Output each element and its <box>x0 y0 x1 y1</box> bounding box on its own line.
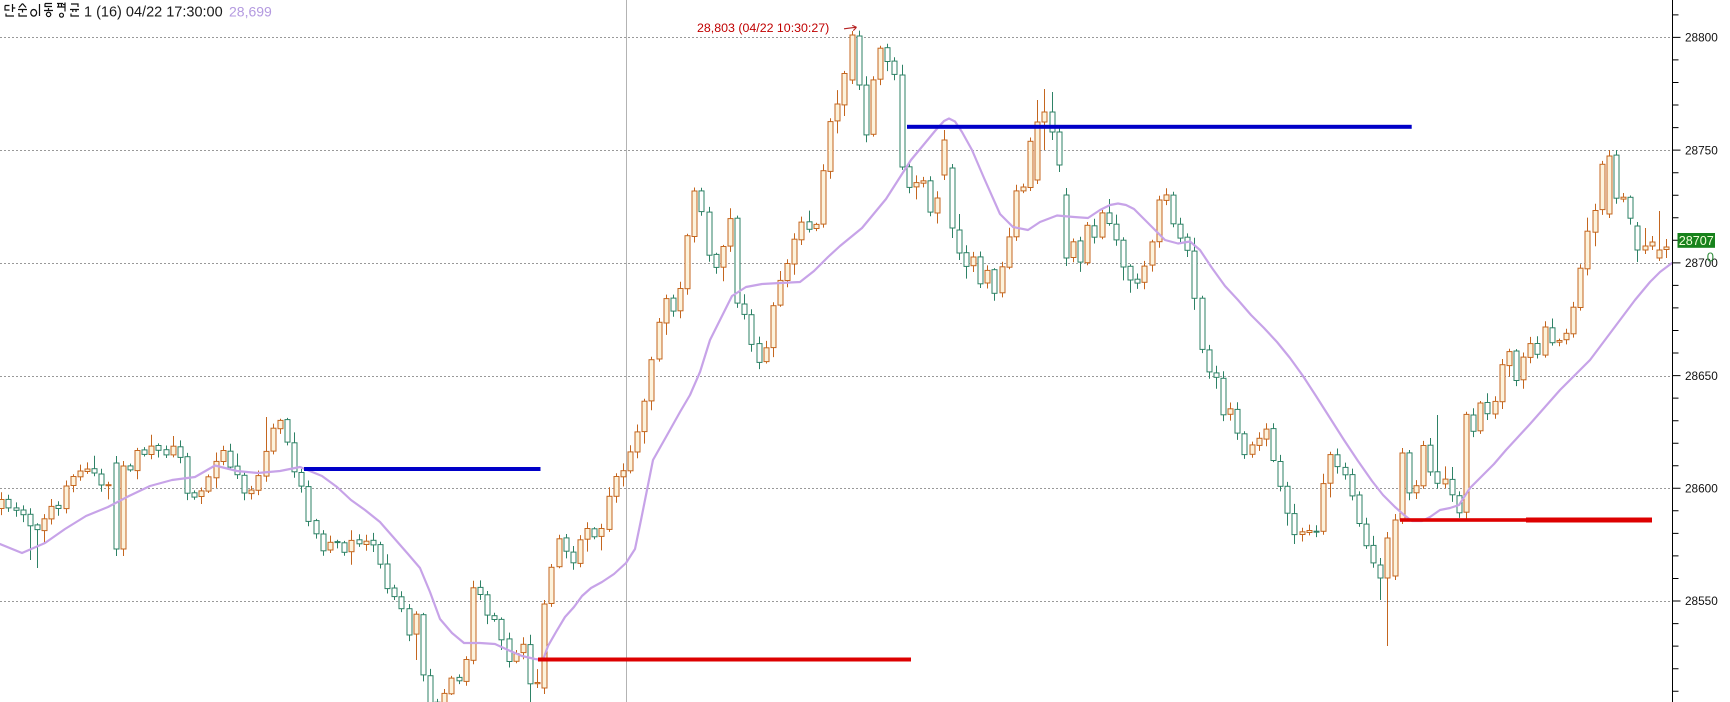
svg-text:28550: 28550 <box>1685 594 1718 608</box>
svg-text:28800: 28800 <box>1685 31 1718 45</box>
svg-text:28600: 28600 <box>1685 482 1718 496</box>
svg-text:28750: 28750 <box>1685 143 1718 157</box>
svg-text:28,699: 28,699 <box>229 4 272 20</box>
svg-text:0: 0 <box>1707 249 1714 264</box>
svg-text:28650: 28650 <box>1685 369 1718 383</box>
svg-text:28707: 28707 <box>1679 234 1714 248</box>
svg-text:28,803 (04/22 10:30:27): 28,803 (04/22 10:30:27) <box>697 21 829 35</box>
svg-text:28700: 28700 <box>1685 256 1718 270</box>
svg-text:1 (16) 04/22 17:30:00: 1 (16) 04/22 17:30:00 <box>84 5 223 21</box>
